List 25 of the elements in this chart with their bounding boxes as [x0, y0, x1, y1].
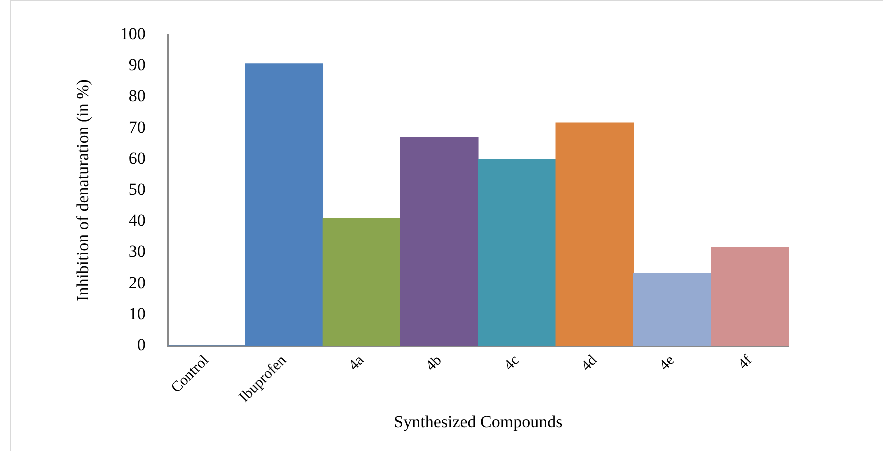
y-tick-label: 40	[128, 211, 146, 230]
x-tick-label: 4a	[346, 352, 368, 374]
bar	[711, 247, 789, 346]
bar	[322, 218, 402, 346]
x-axis-title: Synthesized Compounds	[394, 412, 563, 432]
y-tick-label: 0	[137, 336, 146, 355]
y-tick-label: 100	[120, 24, 146, 44]
y-axis-title: Inhibition of denaturation (in %)	[74, 80, 93, 302]
y-tick-label: 80	[128, 86, 146, 106]
y-tick-label: 20	[128, 273, 146, 292]
x-tick-label: 4b	[423, 352, 446, 375]
x-tick-label: 4e	[656, 352, 678, 374]
y-tick-label: 10	[128, 304, 146, 324]
bar	[556, 122, 634, 346]
x-tick-label: 4c	[502, 352, 524, 374]
bar	[633, 273, 712, 346]
bar	[478, 159, 556, 346]
y-tick-label: 70	[128, 118, 146, 137]
x-tick-label: 4d	[578, 352, 601, 375]
bar	[400, 137, 479, 346]
y-tick-label: 30	[128, 242, 146, 262]
y-tick-label: 90	[128, 56, 146, 75]
x-tick-label: 4f	[736, 352, 756, 373]
y-tick-label: 50	[128, 180, 146, 199]
y-tick-label: 60	[128, 148, 146, 168]
